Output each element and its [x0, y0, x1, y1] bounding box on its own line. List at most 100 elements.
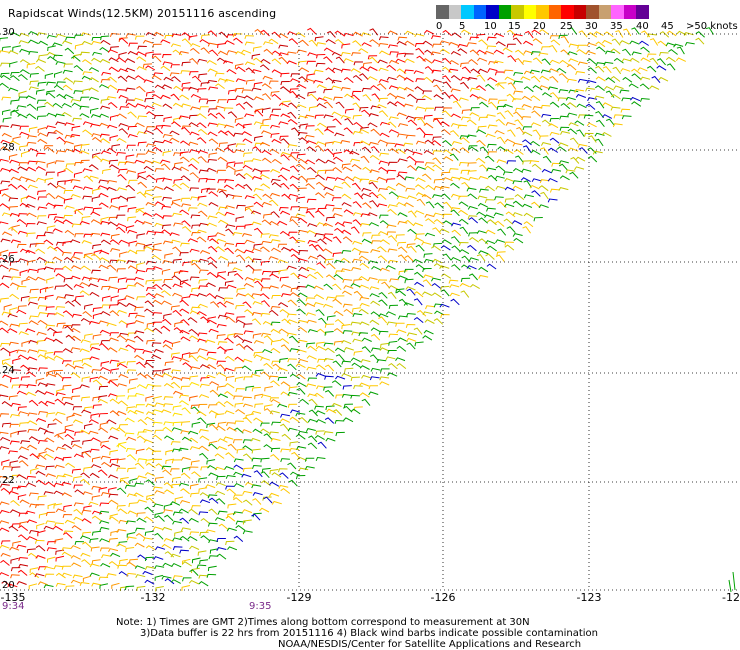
wind-barb	[190, 43, 201, 48]
wind-barb	[91, 495, 101, 501]
wind-barb	[8, 206, 18, 211]
wind-barb	[358, 332, 369, 337]
wind-barb	[163, 116, 173, 122]
wind-barb	[540, 142, 552, 146]
wind-barb	[206, 59, 217, 66]
wind-barb	[37, 349, 47, 354]
wind-barb	[197, 332, 208, 337]
wind-barb	[521, 116, 532, 121]
wind-barb	[387, 291, 397, 300]
wind-barb	[668, 48, 678, 55]
wind-barb	[523, 221, 534, 228]
wind-barb	[343, 405, 353, 413]
wind-barb	[145, 462, 156, 469]
wind-barb	[359, 382, 370, 387]
wind-barb	[506, 93, 516, 101]
wind-barb	[117, 195, 129, 201]
wind-barb	[181, 82, 191, 88]
wind-barb	[116, 268, 126, 273]
wind-barb	[341, 324, 351, 330]
wind-barb	[152, 327, 163, 334]
wind-barb	[370, 146, 380, 154]
wind-barb	[251, 176, 263, 180]
wind-barb	[297, 217, 308, 224]
wind-barb	[91, 133, 102, 137]
wind-barb	[341, 373, 352, 378]
wind-barb	[80, 317, 91, 323]
wind-barb	[180, 197, 191, 202]
wind-barb	[84, 333, 93, 339]
wind-barb	[559, 59, 570, 66]
wind-barb	[46, 131, 57, 136]
wind-barb	[126, 561, 137, 568]
wind-barb	[574, 89, 585, 93]
wind-barb	[243, 160, 253, 165]
wind-barb	[343, 403, 354, 408]
wind-barb	[36, 339, 46, 345]
wind-barb	[287, 118, 298, 125]
wind-barb	[18, 145, 28, 151]
wind-barb	[162, 469, 172, 476]
wind-barb	[532, 129, 541, 137]
wind-barb	[226, 34, 237, 39]
wind-barb	[81, 276, 92, 281]
wind-barb	[70, 275, 81, 280]
wind-barb	[244, 239, 255, 244]
wind-barb	[137, 418, 148, 426]
wind-barb	[200, 34, 211, 39]
wind-barb	[503, 148, 514, 155]
wind-barb	[16, 544, 27, 549]
wind-barb	[1, 275, 12, 280]
wind-barb	[242, 403, 253, 408]
wind-barb	[396, 241, 407, 247]
wind-barb	[304, 78, 315, 83]
wind-barb	[280, 448, 290, 453]
wind-barb	[143, 516, 154, 523]
wind-barb	[9, 546, 20, 551]
wind-barb	[117, 441, 127, 448]
wind-barb	[268, 285, 279, 290]
wind-barb	[575, 93, 586, 98]
wind-barb	[458, 176, 469, 181]
wind-barb	[404, 268, 414, 273]
wind-barb	[179, 94, 190, 100]
wind-barb	[298, 416, 309, 424]
wind-barb	[197, 88, 207, 93]
wind-barb	[359, 321, 370, 326]
wind-barb	[225, 193, 236, 198]
wind-barb	[180, 103, 191, 108]
wind-barb	[261, 130, 272, 135]
wind-barb	[380, 368, 390, 373]
wind-barb	[343, 209, 354, 215]
wind-barb	[388, 116, 399, 121]
wind-barb	[179, 500, 191, 504]
wind-barb	[54, 372, 64, 380]
wind-barb	[200, 47, 210, 54]
wind-barb	[646, 53, 657, 58]
wind-barb	[547, 177, 558, 183]
wind-barb	[142, 350, 153, 354]
wind-barb	[181, 407, 191, 415]
wind-barb	[117, 508, 128, 515]
wind-barb	[269, 124, 281, 129]
wind-barb	[173, 117, 182, 123]
wind-barb	[62, 348, 73, 354]
wind-barb	[341, 393, 352, 398]
wind-barb	[241, 429, 252, 434]
wind-barb	[359, 66, 370, 72]
wind-barb	[340, 115, 351, 119]
wind-barb	[404, 176, 415, 181]
wind-barb	[179, 308, 190, 314]
wind-barb	[160, 65, 171, 72]
wind-barb	[513, 80, 523, 85]
wind-barb	[252, 193, 263, 201]
wind-barb	[235, 319, 246, 325]
wind-barb	[286, 60, 297, 65]
wind-barb	[10, 402, 21, 407]
wind-barb	[261, 149, 272, 156]
wind-barb	[18, 525, 29, 531]
wind-barb	[271, 108, 281, 113]
wind-barb	[155, 177, 165, 183]
wind-barb	[467, 244, 477, 252]
wind-barb	[368, 222, 380, 227]
